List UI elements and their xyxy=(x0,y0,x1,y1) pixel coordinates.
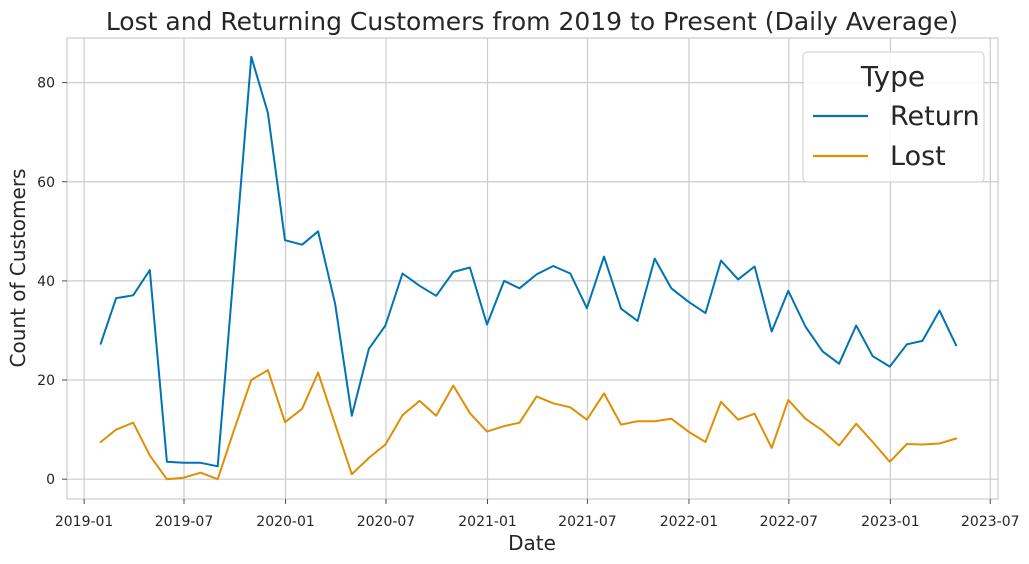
y-tick-label: 0 xyxy=(46,472,55,488)
y-tick-label: 40 xyxy=(37,274,55,290)
legend-title: Type xyxy=(860,60,925,93)
y-axis-label: Count of Customers xyxy=(6,169,30,368)
x-tick-label: 2023-01 xyxy=(861,514,920,530)
series-line-return xyxy=(99,55,958,468)
series-line-lost xyxy=(99,369,958,481)
plot-frame xyxy=(66,37,999,500)
y-tick-label: 80 xyxy=(37,76,55,92)
legend-label-lost: Lost xyxy=(890,141,946,172)
x-tick-label: 2022-01 xyxy=(660,514,719,530)
x-tick-label: 2019-07 xyxy=(155,514,214,530)
x-tick-labels: 2019-01 2019-07 2020-01 2020-07 2021-01 2021-… xyxy=(55,499,1020,530)
chart-title: Lost and Returning Customers from 2019 t… xyxy=(106,7,958,36)
legend-box xyxy=(802,51,985,183)
x-tick-label: 2019-01 xyxy=(55,514,114,530)
x-tick-label: 2021-07 xyxy=(558,514,617,530)
x-tick-label: 2022-07 xyxy=(760,514,819,530)
legend: Type Return Lost xyxy=(802,51,985,183)
series-layer xyxy=(99,55,958,481)
legend-label-return: Return xyxy=(890,101,980,132)
x-tick-label: 2020-01 xyxy=(256,514,315,530)
y-tick-labels: 0 20 40 60 80 xyxy=(37,76,67,488)
x-tick-label: 2021-01 xyxy=(458,514,517,530)
y-tick-label: 60 xyxy=(37,175,55,191)
x-tick-label: 2020-07 xyxy=(357,514,416,530)
x-tick-label: 2023-07 xyxy=(961,514,1020,530)
x-axis-label: Date xyxy=(508,531,556,555)
y-tick-label: 20 xyxy=(37,373,55,389)
